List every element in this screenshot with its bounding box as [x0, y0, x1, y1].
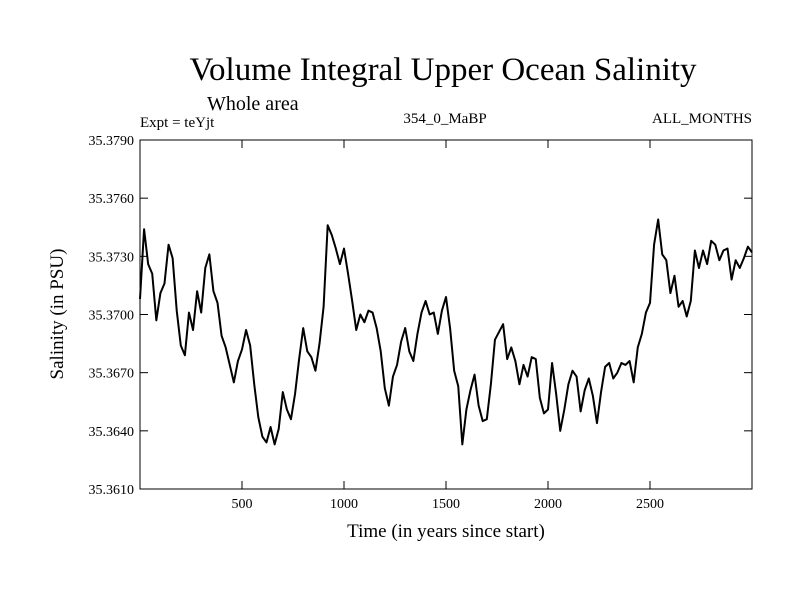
plot-frame	[139, 139, 753, 490]
y-axis: 35.3610 35.3640 35.3670 35.3700 35.3730 35.37…	[89, 134, 752, 498]
y-axis-label: Salinity (in PSU)	[47, 249, 68, 380]
chart-subtitle: Whole area	[207, 93, 299, 115]
experiment-label: Expt = teYjt	[140, 115, 215, 131]
x-tick-label-1: 1000	[330, 497, 358, 512]
y-tick-label-2: 35.3670	[89, 367, 135, 382]
series-line-0	[139, 218, 753, 446]
plot-area	[139, 218, 753, 446]
y-tick-label-4: 35.3730	[89, 250, 135, 265]
x-tick-label-4: 2500	[636, 497, 664, 512]
chart-title: Volume Integral Upper Ocean Salinity	[189, 52, 697, 88]
y-tick-label-5: 35.3760	[89, 192, 135, 207]
months-label: ALL_MONTHS	[652, 111, 752, 127]
y-tick-label-3: 35.3700	[89, 309, 135, 324]
x-axis: 500 1000 1500 2000 2500	[232, 140, 664, 512]
x-tick-label-2: 1500	[432, 497, 460, 512]
x-tick-label-0: 500	[232, 497, 253, 512]
y-tick-label-1: 35.3640	[89, 425, 135, 440]
x-axis-label: Time (in years since start)	[347, 521, 545, 542]
y-tick-label-6: 35.3790	[89, 134, 135, 149]
x-tick-label-3: 2000	[534, 497, 562, 512]
run-id-label: 354_0_MaBP	[403, 111, 486, 127]
y-tick-label-0: 35.3610	[89, 483, 135, 498]
